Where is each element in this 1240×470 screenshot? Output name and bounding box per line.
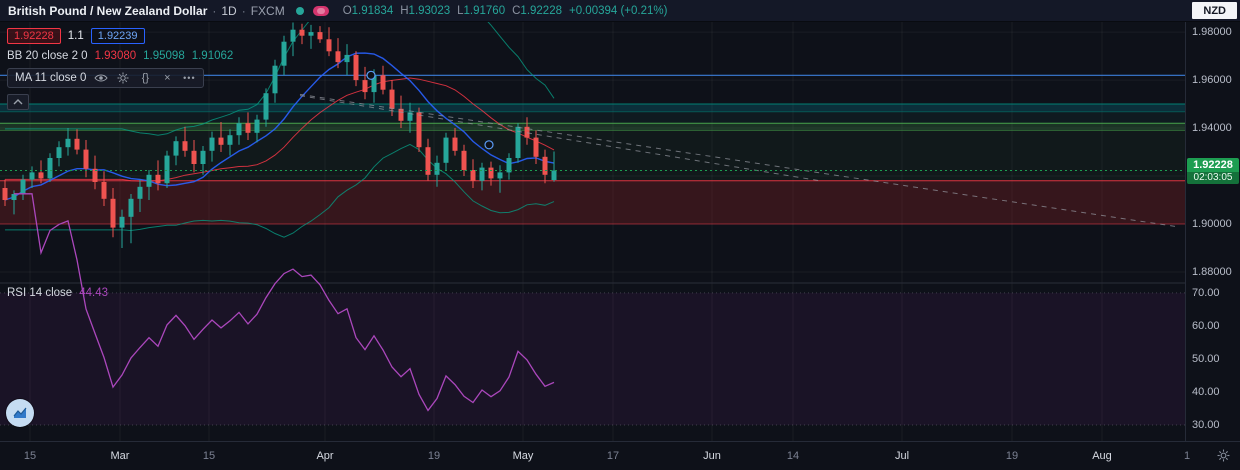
open-key: O (342, 4, 352, 17)
rsi-axis-label: 50.00 (1192, 352, 1220, 365)
symbol-title-button[interactable]: British Pound / New Zealand Dollar · 1D … (8, 4, 329, 18)
grid-layer (0, 22, 1185, 441)
bar-countdown-timer: 02:03:05 (1187, 171, 1239, 184)
high-number: 1.93023 (408, 4, 451, 17)
low-number: 1.91760 (463, 4, 506, 17)
candles-layer (2, 22, 557, 248)
ratio-label: 1.1 (67, 30, 84, 42)
last-price-badge: 1.92228 02:03:05 (1187, 157, 1239, 184)
time-axis-day-label: 15 (202, 450, 216, 462)
source-code-braces-icon[interactable]: {} (141, 71, 150, 84)
rsi-axis-label: 30.00 (1192, 418, 1220, 431)
chevron-up-icon (13, 99, 23, 105)
drawing-anchor-handle (484, 140, 494, 150)
chart-area: 1.92228 1.1 1.92239 BB 20 close 2 0 1.93… (0, 22, 1185, 441)
low-key: L (457, 4, 464, 17)
time-axis-day-label: 1 (1183, 450, 1191, 462)
rsi-current-value: 44.43 (79, 287, 108, 299)
price-axis-label: 1.98000 (1192, 26, 1232, 39)
price-labels-row: 1.92228 1.1 1.92239 (7, 28, 145, 44)
rsi-axis-label: 60.00 (1192, 319, 1220, 332)
bb-upper-line (5, 22, 555, 136)
close-number: 1.92228 (520, 4, 562, 17)
bb-lower-value: 1.91062 (191, 50, 234, 62)
open-value: O1.91834 (343, 5, 394, 17)
bb-lower-line (5, 143, 555, 238)
time-axis-day-label: 14 (786, 450, 800, 462)
close-key: C (512, 4, 521, 17)
chart-topbar: British Pound / New Zealand Dollar · 1D … (0, 0, 1240, 22)
time-axis-day-label: 19 (1005, 450, 1019, 462)
rsi-indicator-label[interactable]: RSI 14 close (7, 287, 73, 299)
time-axis-day-label: 15 (23, 450, 37, 462)
axis-settings-gear-icon[interactable] (1217, 449, 1230, 467)
time-axis-day-label: 17 (606, 450, 620, 462)
rsi-band-fill (0, 292, 1185, 425)
indicator-legend: 1.92228 1.1 1.92239 BB 20 close 2 0 1.93… (7, 28, 233, 110)
time-axis-month-label: May (512, 450, 534, 462)
chart-quick-menu-button[interactable] (6, 399, 34, 427)
ma-indicator-label[interactable]: MA 11 close 0 (15, 72, 87, 84)
more-options-dots-icon[interactable]: ••• (183, 72, 196, 83)
drawing-anchor-handle (366, 70, 376, 80)
visibility-eye-icon[interactable] (94, 71, 109, 85)
rsi-line (14, 193, 555, 412)
area-chart-icon (13, 407, 27, 418)
time-axis-month-label: Jul (894, 450, 910, 462)
bb-upper-value: 1.95098 (143, 50, 185, 62)
zones-layer (0, 103, 1185, 225)
low-value: L1.91760 (457, 5, 505, 17)
open-number: 1.91834 (351, 4, 394, 17)
ohlc-readout: O1.91834 H1.93023 L1.91760 C1.92228 +0.0… (343, 5, 668, 17)
pane-collapse-button[interactable] (7, 94, 29, 110)
rsi-axis-label: 70.00 (1192, 286, 1220, 299)
bb-basis-value: 1.93080 (94, 50, 137, 62)
exchange-label: FXCM (250, 3, 285, 18)
bb-indicator-label[interactable]: BB 20 close 2 0 (7, 50, 88, 62)
price-label-blue-badge[interactable]: 1.92239 (90, 28, 145, 44)
high-key: H (400, 4, 409, 17)
market-status-pill-icon[interactable] (312, 5, 329, 16)
price-axis-label: 1.90000 (1192, 217, 1232, 230)
time-axis-month-label: Jun (703, 450, 721, 462)
time-axis[interactable]: 15 Mar 15 Apr 19 May 17 Jun 14 Jul 19 Aug 1 (0, 441, 1240, 470)
time-axis-month-label: Apr (316, 450, 334, 462)
time-axis-day-label: 19 (427, 450, 441, 462)
rsi-axis-label: 40.00 (1192, 385, 1220, 398)
separator: · (212, 3, 217, 18)
symbol-name: British Pound / New Zealand Dollar (8, 3, 208, 18)
rsi-legend-row[interactable]: RSI 14 close 44.43 (7, 287, 108, 299)
trendlines-layer (299, 70, 1176, 227)
price-axis-label: 1.94000 (1192, 122, 1232, 135)
time-axis-month-label: Aug (1092, 450, 1112, 462)
price-axis[interactable]: 1.98000 1.96000 1.94000 1.90000 1.88000 70.00… (1185, 22, 1240, 441)
high-value: H1.93023 (400, 5, 450, 17)
separator: · (241, 3, 246, 18)
last-price-value: 1.92228 (1193, 158, 1233, 171)
close-value: C1.92228 (512, 5, 562, 17)
price-axis-label: 1.96000 (1192, 74, 1232, 87)
time-axis-month-label: Mar (110, 450, 130, 462)
interval-button[interactable]: 1D (221, 3, 237, 18)
bollinger-bands-legend-row[interactable]: BB 20 close 2 0 1.93080 1.95098 1.91062 (7, 50, 233, 62)
price-label-red-badge[interactable]: 1.92228 (7, 28, 61, 44)
change-value: +0.00394 (+0.21%) (569, 4, 668, 17)
settings-gear-icon[interactable] (116, 71, 130, 85)
remove-indicator-x-icon[interactable]: × (164, 71, 171, 84)
currency-badge[interactable]: NZD (1192, 2, 1237, 19)
price-axis-label: 1.88000 (1192, 265, 1232, 278)
price-chart-canvas[interactable] (0, 22, 1185, 441)
data-feed-dot-icon (295, 6, 304, 15)
moving-average-legend-row[interactable]: MA 11 close 0 {} × ••• (7, 68, 205, 88)
